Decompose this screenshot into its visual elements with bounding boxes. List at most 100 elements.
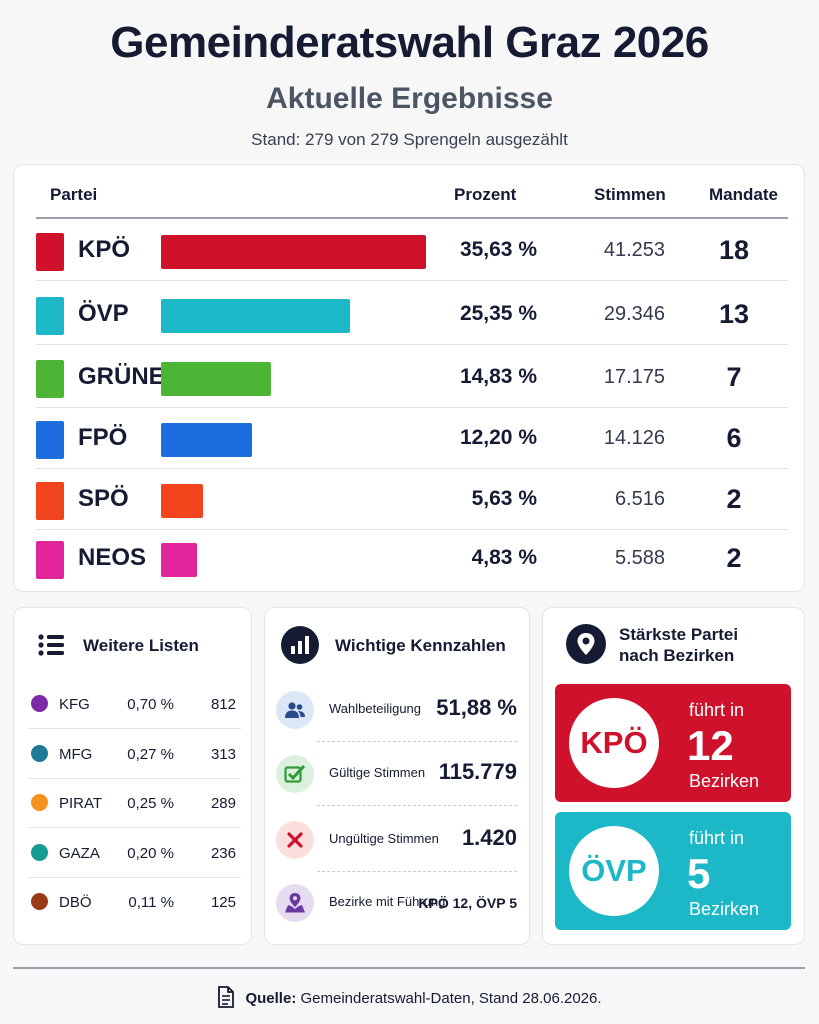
list-votes: 236 bbox=[210, 844, 236, 862]
row-divider bbox=[36, 344, 788, 345]
col-header-votes: Stimmen bbox=[594, 185, 666, 204]
party-row: NEOS 4,83 % 5.588 2 bbox=[14, 529, 806, 589]
leader-party-badge: ÖVP bbox=[569, 826, 659, 916]
location-pin-icon bbox=[566, 624, 606, 669]
other-lists-title: Weitere Listen bbox=[83, 636, 199, 655]
key-figure-row: Gültige Stimmen 115.779 bbox=[265, 742, 531, 806]
district-leader-box: ÖVP führt in 5 Bezirken bbox=[555, 812, 791, 930]
party-bar bbox=[161, 543, 197, 577]
source-footer: Quelle: Gemeinderatswahl-Daten, Stand 28… bbox=[0, 986, 819, 1012]
col-header-percent: Prozent bbox=[454, 185, 517, 204]
list-percent: 0,70 % bbox=[127, 696, 174, 713]
row-divider bbox=[317, 805, 517, 806]
list-percent: 0,20 % bbox=[127, 844, 174, 862]
party-seats: 2 bbox=[726, 484, 742, 514]
list-icon bbox=[38, 634, 64, 661]
party-color-swatch bbox=[36, 541, 64, 579]
document-icon bbox=[217, 986, 235, 1012]
party-color-swatch bbox=[36, 421, 64, 459]
key-figure-row: Bezirke mit Führung KPÖ 12, ÖVP 5 bbox=[265, 871, 531, 935]
row-divider bbox=[36, 407, 788, 408]
key-figure-value: KPÖ 12, ÖVP 5 bbox=[418, 895, 517, 911]
party-name: FPÖ bbox=[78, 424, 128, 451]
party-percent: 4,83 % bbox=[471, 546, 537, 569]
check-icon bbox=[276, 755, 314, 793]
row-divider bbox=[28, 827, 241, 828]
party-seats: 18 bbox=[718, 235, 750, 265]
party-bar bbox=[161, 299, 350, 333]
party-name: NEOS bbox=[78, 544, 147, 571]
district-leaders-card: Stärkste Partei nach Bezirken KPÖ führt i… bbox=[542, 607, 805, 945]
other-lists-card: Weitere Listen KFG 0,70 % 812 MFG 0,27 % 313 P… bbox=[13, 607, 252, 945]
party-row: GRÜNE 14,83 % 17.175 7 bbox=[14, 348, 806, 408]
results-card: Partei Prozent Stimmen Mandate KPÖ 35,63 … bbox=[13, 164, 805, 592]
party-percent: 35,63 % bbox=[459, 238, 537, 261]
party-votes: 41.253 bbox=[603, 239, 665, 261]
key-figure-row: Wahlbeteiligung 51,88 % bbox=[265, 678, 531, 742]
list-percent: 0,11 % bbox=[128, 894, 174, 911]
party-color-swatch bbox=[36, 297, 64, 335]
district-title-line2: nach Bezirken bbox=[619, 646, 735, 665]
key-figures-title: Wichtige Kennzahlen bbox=[335, 636, 506, 655]
row-divider bbox=[28, 876, 241, 878]
district-leader-box: KPÖ führt in 12 Bezirken bbox=[555, 684, 791, 802]
source-text: Gemeinderatswahl-Daten, Stand 28.06.2026… bbox=[300, 989, 602, 1007]
list-color-dot bbox=[31, 695, 48, 712]
party-percent: 5,63 % bbox=[471, 487, 537, 510]
page-subtitle: Aktuelle Ergebnisse bbox=[266, 82, 553, 115]
party-votes: 5.588 bbox=[614, 547, 665, 569]
leader-unit: Bezirken bbox=[689, 771, 760, 791]
row-divider bbox=[36, 468, 788, 469]
list-name: KFG bbox=[59, 696, 90, 713]
key-figure-label: Ungültige Stimmen bbox=[329, 831, 439, 846]
key-figure-label: Bezirke mit Führung bbox=[329, 894, 446, 909]
party-percent: 25,35 % bbox=[459, 302, 537, 325]
row-divider bbox=[28, 728, 241, 729]
row-divider bbox=[36, 529, 788, 530]
list-percent: 0,27 % bbox=[127, 745, 174, 763]
count-status: Stand: 279 von 279 Sprengeln ausgezählt bbox=[251, 130, 568, 149]
list-color-dot bbox=[31, 744, 48, 762]
party-percent: 14,83 % bbox=[459, 365, 537, 388]
list-name: GAZA bbox=[59, 844, 100, 862]
map-pin-icon bbox=[276, 884, 314, 922]
district-title-line1: Stärkste Partei bbox=[619, 625, 739, 644]
list-votes: 289 bbox=[210, 795, 236, 812]
row-divider bbox=[36, 280, 788, 281]
leader-leads-in: führt in bbox=[689, 700, 745, 720]
list-name: MFG bbox=[59, 745, 93, 763]
party-seats: 13 bbox=[718, 299, 750, 329]
key-figure-label: Wahlbeteiligung bbox=[329, 701, 422, 716]
list-percent: 0,25 % bbox=[127, 795, 174, 812]
key-figure-label: Gültige Stimmen bbox=[329, 765, 426, 780]
row-divider bbox=[28, 777, 241, 779]
header-divider bbox=[36, 217, 788, 219]
party-name: KPÖ bbox=[78, 236, 131, 263]
key-figure-value: 51,88 % bbox=[436, 695, 517, 720]
list-item: MFG 0,27 % 313 bbox=[14, 730, 253, 779]
page-title: Gemeinderatswahl Graz 2026 bbox=[110, 18, 709, 67]
row-divider bbox=[317, 871, 517, 872]
party-votes: 6.516 bbox=[614, 488, 665, 510]
bar-chart-icon bbox=[281, 626, 319, 669]
list-color-dot bbox=[31, 794, 48, 811]
list-votes: 125 bbox=[210, 894, 236, 911]
list-votes: 812 bbox=[210, 696, 236, 713]
source-label: Quelle: bbox=[245, 989, 297, 1007]
party-seats: 7 bbox=[726, 362, 742, 392]
party-percent: 12,20 % bbox=[459, 426, 537, 449]
key-figure-value: 115.779 bbox=[438, 759, 517, 784]
col-header-seats: Mandate bbox=[709, 185, 778, 204]
party-name: ÖVP bbox=[78, 300, 129, 327]
party-votes: 29.346 bbox=[603, 303, 665, 325]
list-color-dot bbox=[31, 893, 48, 910]
list-votes: 313 bbox=[210, 745, 236, 763]
party-votes: 17.175 bbox=[603, 366, 665, 388]
leader-district-count: 12 bbox=[687, 722, 734, 769]
party-color-swatch bbox=[36, 360, 64, 398]
row-divider bbox=[317, 741, 517, 742]
party-color-swatch bbox=[36, 482, 64, 520]
list-color-dot bbox=[31, 843, 48, 861]
party-bar bbox=[161, 235, 426, 269]
leader-unit: Bezirken bbox=[689, 899, 760, 919]
